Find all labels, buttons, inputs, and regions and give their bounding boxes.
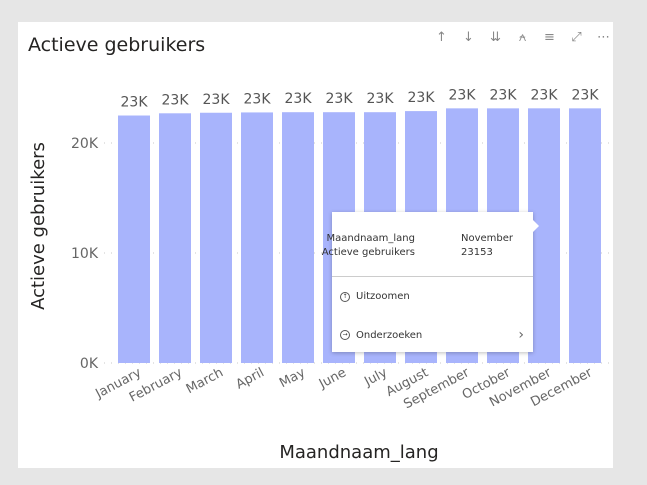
x-tick-label: May [277, 365, 308, 391]
data-label: 23K [244, 91, 272, 107]
tooltip-divider [332, 276, 533, 277]
y-axis-title: Actieve gebruikers [28, 142, 49, 310]
data-label: 23K [531, 87, 559, 103]
bar-may [282, 112, 314, 363]
bar-march [200, 112, 232, 363]
data-label: 23K [162, 92, 190, 108]
chevron-right-icon: › [518, 327, 524, 343]
bar-january [118, 115, 150, 363]
data-label: 23K [449, 87, 477, 103]
focus-mode-icon[interactable]: ⤢ [571, 30, 582, 45]
x-tick-label: April [234, 365, 267, 392]
data-label: 23K [408, 90, 436, 106]
data-label: 23K [121, 95, 149, 111]
filter-icon[interactable]: ≡ [544, 30, 555, 45]
y-tick-label: 20K [71, 136, 99, 152]
bar-april [241, 112, 273, 363]
x-tick-label: March [184, 365, 226, 397]
explore-label: Onderzoeken [356, 329, 423, 341]
chart-title: Actieve gebruikers [28, 34, 206, 56]
drill-up-label: Uitzoomen [356, 291, 410, 302]
arrow-down-icon[interactable]: ↓ [463, 30, 474, 45]
visual-toolbar: ↑ ↓ ⇊ ⍲ ≡ ⤢ ⋯ [428, 30, 617, 45]
tooltip: Maandnaam_lang November Actieve gebruiker… [322, 212, 539, 352]
tooltip-value-1: November [461, 233, 514, 244]
arrow-up-icon[interactable]: ↑ [436, 30, 447, 45]
data-label: 23K [285, 91, 313, 107]
data-label: 23K [367, 91, 395, 107]
expand-hierarchy-icon[interactable]: ⍲ [518, 30, 527, 45]
data-label: 23K [326, 91, 354, 107]
y-tick-label: 10K [71, 246, 99, 262]
bar-february [159, 113, 191, 363]
tooltip-value-2: 23153 [461, 247, 493, 258]
tooltip-field-2: Actieve gebruikers [321, 247, 415, 258]
data-label: 23K [572, 87, 600, 103]
data-label: 23K [203, 92, 231, 108]
explore-menu-item[interactable]: → Onderzoeken › [340, 327, 524, 343]
tooltip-field-1: Maandnaam_lang [326, 233, 416, 244]
data-label: 23K [490, 87, 518, 103]
y-tick-label: 0K [80, 356, 99, 372]
drill-up-menu-item[interactable]: ↑ Uitzoomen [340, 291, 410, 302]
double-arrow-down-icon[interactable]: ⇊ [490, 30, 501, 45]
bar-november [528, 108, 560, 363]
drill-up-icon: ↑ [340, 291, 350, 302]
more-options-icon[interactable]: ⋯ [597, 30, 610, 45]
explore-icon: → [340, 330, 350, 340]
x-axis-title: Maandnaam_lang [279, 442, 438, 463]
x-tick-label: June [316, 365, 349, 392]
bar-december [569, 108, 601, 363]
